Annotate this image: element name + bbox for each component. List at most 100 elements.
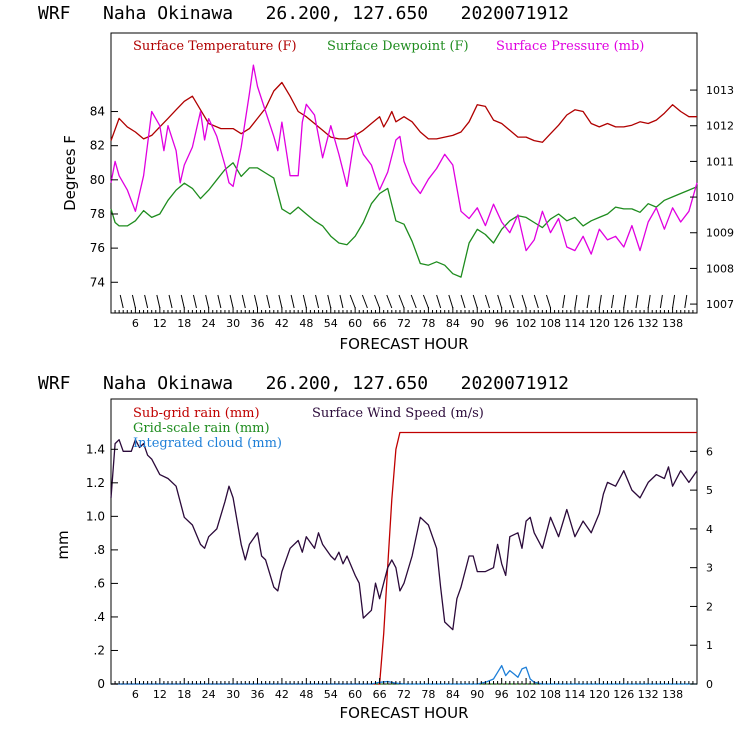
x-tick-label: 12 [153,688,167,701]
wind-barb [327,294,332,309]
top-y-axis-right: 1007 1008 1009 1010 1011 1012 1013 [690,84,734,311]
x-tick-label: 54 [324,317,338,330]
x-tick-label: 30 [226,317,240,330]
x-tick-label: 84 [446,317,460,330]
x-tick-label: 102 [516,688,537,701]
wind-barb [339,294,344,309]
x-tick-label: 126 [613,688,634,701]
y2-tick-label: 1013 [706,84,734,97]
y2-tick-label: 1009 [706,227,734,240]
x-tick-label: 138 [662,317,683,330]
wind-barb [460,294,466,309]
top-x-axis: 6 12 18 24 30 36 42 48 54 60 66 72 78 84 90 96 102 108 114… [114,307,694,330]
x-tick-label: 84 [446,688,460,701]
bottom-chart-title: WRF Naha Okinawa 26.200, 127.650 2020071… [38,373,569,394]
y2-tick-label: 1010 [706,191,734,204]
top-x-axis-label: FORECAST HOUR [339,335,468,353]
wind-barb [168,294,173,309]
y2-tick-label: 1007 [706,298,734,311]
top-y-axis-left: 74 76 78 80 82 84 [90,105,118,289]
x-tick-label: 42 [275,688,289,701]
x-tick-label: 96 [495,317,509,330]
wind-barb [484,294,490,309]
wind-barb [422,294,429,309]
x-tick-label: 60 [348,688,362,701]
wind-barb [436,294,442,309]
wind-barb [635,294,639,309]
wind-barb [521,294,527,309]
bottom-series-group [110,431,698,685]
wind-barb [574,294,578,309]
x-tick-label: 90 [470,688,484,701]
wind-barb [410,294,417,309]
wind-barb [497,294,503,309]
y2-tick-label: 4 [706,523,713,536]
y-tick-label: 1.2 [86,476,105,490]
x-tick-label: 48 [299,688,313,701]
wind-barb [302,294,307,309]
x-tick-label: 66 [373,317,387,330]
x-tick-label: 48 [299,317,313,330]
wind-barb [647,294,651,309]
y2-tick-label: 5 [706,484,713,497]
wind-barb [144,294,149,309]
x-tick-label: 114 [564,317,585,330]
y2-tick-label: 1011 [706,155,734,168]
wind-barb [533,294,539,309]
y-tick-label: 1.0 [86,509,105,523]
x-tick-label: 108 [540,688,561,701]
wind-barb [349,294,356,309]
wind-barb [266,294,271,309]
wind-barb [546,294,551,309]
x-tick-label: 30 [226,688,240,701]
y-tick-label: .4 [94,610,105,624]
bottom-legend: Sub-grid rain (mm) Grid-scale rain (mm) … [133,406,484,451]
wind-barb [659,294,663,309]
legend-pressure: Surface Pressure (mb) [496,39,644,54]
top-series-surface-dewpoint-f [110,162,698,278]
legend-subgrid-rain: Sub-grid rain (mm) [133,406,260,421]
wind-barb [278,294,283,309]
wind-barb [156,294,161,309]
wind-barb [386,294,393,309]
y-tick-label: 80 [90,173,105,187]
wind-barb [361,294,368,309]
y-tick-label: .2 [94,643,105,657]
x-tick-label: 78 [421,688,435,701]
x-tick-label: 78 [421,317,435,330]
x-tick-label: 120 [589,317,610,330]
top-y-axis-label: Degrees F [61,135,79,211]
wind-barb [586,294,590,309]
x-tick-label: 108 [540,317,561,330]
x-tick-label: 138 [662,688,683,701]
y-tick-label: .8 [94,543,105,557]
x-tick-label: 132 [638,317,659,330]
top-series-group [110,64,698,278]
top-series-surface-temperature-f [110,81,697,143]
wind-barb [290,294,295,309]
bottom-series-surface-wind-speed-m-s [110,439,698,631]
x-tick-label: 24 [202,317,216,330]
y2-tick-label: 0 [706,678,713,691]
x-tick-label: 72 [397,317,411,330]
y2-tick-label: 2 [706,600,713,613]
x-tick-label: 6 [132,688,139,701]
y-tick-label: 82 [90,139,105,153]
y-tick-label: 78 [90,207,105,221]
wind-barb [684,294,688,309]
wind-barb [119,294,124,309]
wind-barb [598,294,602,309]
y2-tick-label: 3 [706,562,713,575]
bottom-y-axis-label: mm [54,530,72,559]
wind-barb [205,294,210,309]
wind-barb [398,294,405,309]
wind-barb [448,294,454,309]
y-tick-label: 76 [90,241,105,255]
bottom-series-integrated-cloud-mm [111,664,697,685]
wind-barb [131,294,136,309]
top-chart-title: WRF Naha Okinawa 26.200, 127.650 2020071… [38,3,569,24]
wind-barb [509,294,515,309]
bottom-y-axis-left: 0 .2 .4 .6 .8 1.0 1.2 1.4 [86,442,118,691]
wind-barbs [119,294,688,309]
